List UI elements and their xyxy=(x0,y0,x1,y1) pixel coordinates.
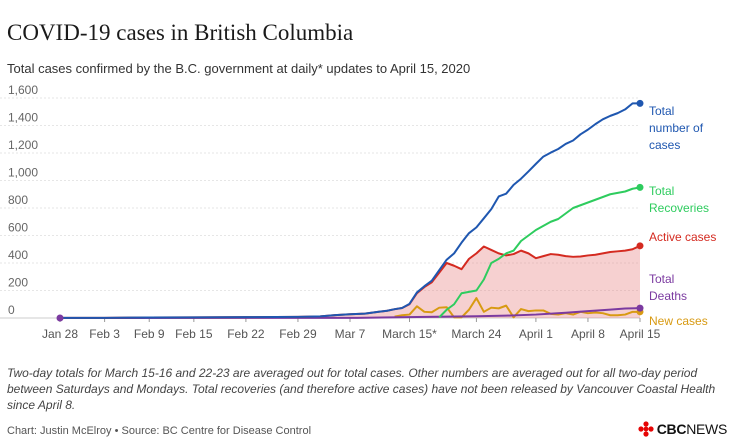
footnote: Two-day totals for March 15-16 and 22-23… xyxy=(7,366,716,412)
logo-brand: CBC xyxy=(656,421,687,437)
x-tick-label: April 1 xyxy=(519,327,553,341)
x-tick-label: April 15 xyxy=(620,327,661,341)
y-tick-label: 400 xyxy=(8,248,28,262)
cbc-news-logo: CBC NEWS xyxy=(638,421,727,437)
active-cases-end-dot xyxy=(636,242,644,250)
new-cases-label: New cases xyxy=(649,314,708,328)
chart-subtitle: Total cases confirmed by the B.C. govern… xyxy=(7,61,471,76)
total-number-of-cases-label: cases xyxy=(649,138,680,152)
active-cases-label: Active cases xyxy=(649,230,716,244)
logo-suffix: NEWS xyxy=(686,421,727,437)
y-tick-label: 1,600 xyxy=(8,85,38,97)
x-tick-label: Jan 28 xyxy=(42,327,78,341)
y-tick-label: 0 xyxy=(8,303,15,317)
total-deaths-line xyxy=(59,307,641,319)
x-tick-label: March 15* xyxy=(382,327,437,341)
total-deaths-end-dot xyxy=(636,304,644,312)
cbc-gem-icon xyxy=(638,421,654,437)
x-tick-label: Feb 9 xyxy=(134,327,165,341)
total-recoveries-label: Total xyxy=(649,184,674,198)
x-tick-label: Feb 15 xyxy=(175,327,213,341)
x-tick-label: Mar 7 xyxy=(335,327,366,341)
x-tick-label: Feb 29 xyxy=(279,327,317,341)
active-cases-area xyxy=(60,245,640,318)
y-tick-label: 1,400 xyxy=(8,111,38,125)
total-recoveries-line xyxy=(438,186,641,319)
total-deaths-label: Total xyxy=(649,272,674,286)
total-number-of-cases-label: number of xyxy=(649,121,704,135)
x-tick-label: April 8 xyxy=(571,327,605,341)
chart-title: COVID-19 cases in British Columbia xyxy=(7,20,354,45)
total-deaths-label: Deaths xyxy=(649,289,687,303)
source-credit: Chart: Justin McElroy • Source: BC Centr… xyxy=(7,425,312,437)
new-cases-line xyxy=(394,297,640,319)
covid-line-chart: 0 200 400 600 800 1,000 1,200 1,400 1,600 Jan 28 F… xyxy=(0,85,716,341)
total-number-of-cases-end-dot xyxy=(636,99,644,107)
total-recoveries-label: Recoveries xyxy=(649,201,709,215)
y-tick-label: 600 xyxy=(8,221,28,235)
total-number-of-cases-line xyxy=(60,102,640,319)
x-tick-label: Feb 22 xyxy=(227,327,265,341)
start-dot xyxy=(56,314,64,322)
y-tick-label: 1,200 xyxy=(8,138,38,152)
x-tick-label: March 24 xyxy=(451,327,501,341)
y-tick-label: 200 xyxy=(8,276,28,290)
y-tick-label: 800 xyxy=(8,193,28,207)
total-recoveries-end-dot xyxy=(636,183,644,191)
y-tick-label: 1,000 xyxy=(8,166,38,180)
total-number-of-cases-label: Total xyxy=(649,104,674,118)
x-tick-label: Feb 3 xyxy=(89,327,120,341)
